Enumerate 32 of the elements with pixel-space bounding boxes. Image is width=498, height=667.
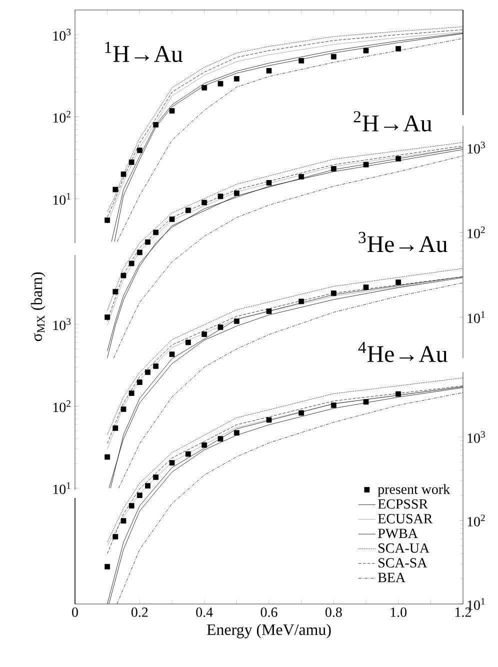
legend-label: present work (378, 484, 450, 497)
y2-tick-label: 10$^{2}$ (468, 514, 485, 526)
annotation: $^{4}$He→Au (358, 342, 448, 362)
y-tick-label: 10$^{3}$ (53, 28, 71, 41)
x-tick-label: 1.2 (456, 608, 471, 617)
y2-tick-label: 10$^{3}$ (468, 142, 485, 154)
y-tick-label: 10$^{3}$ (53, 318, 71, 330)
x-tick-label: 1.0 (390, 608, 407, 617)
legend-label: ECPSSR (378, 499, 428, 509)
y-tick-label: 10$^{1}$ (53, 192, 70, 205)
legend-label: ECUSAR (378, 514, 433, 524)
annotation: $^{3}$He→Au (358, 232, 448, 252)
y-tick-label: 10$^{2}$ (53, 400, 70, 412)
y-tick-label: 10$^{2}$ (53, 110, 70, 123)
legend-label: SCA-SA (378, 558, 428, 568)
legend-label: SCA-UA (378, 543, 430, 553)
x-tick-label: 0.2 (131, 608, 148, 617)
y2-tick-label: 10$^{2}$ (468, 226, 485, 238)
y2-tick-label: 10$^{3}$ (468, 431, 485, 443)
legend-label: BEA (378, 572, 406, 582)
x-tick-label: 0 (72, 608, 78, 617)
x-tick-label: 0.4 (196, 608, 213, 617)
y2-tick-label: 10$^{1}$ (468, 311, 485, 324)
x-axis-title: Energy (MeV/amu) (206, 624, 331, 638)
annotation: $^{2}$H→Au (354, 111, 432, 132)
x-tick-label: 0.6 (260, 608, 278, 617)
legend-label: PWBA (378, 528, 418, 538)
y-axis-title: σ$_{MX}$ (barn) (30, 272, 46, 342)
annotation: $^{1}$H→Au (105, 42, 183, 62)
y2-tick-label: 10$^{1}$ (468, 598, 485, 610)
x-tick-label: 0.8 (325, 608, 342, 617)
y-tick-label: 10$^{1}$ (53, 482, 70, 494)
